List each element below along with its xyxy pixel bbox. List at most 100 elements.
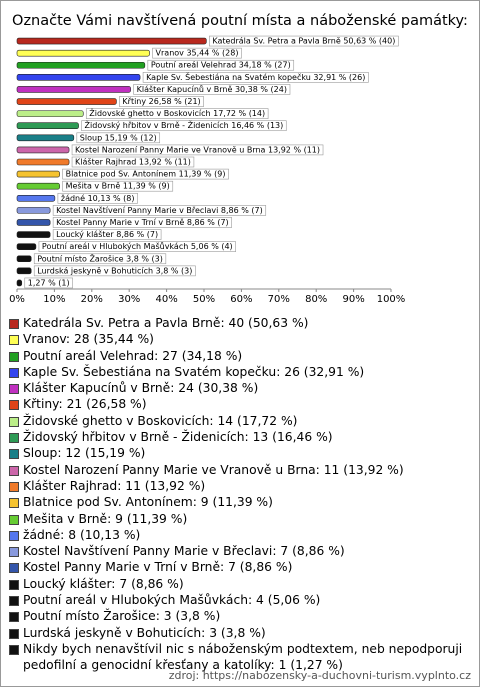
bar	[16, 158, 70, 166]
bar	[16, 219, 51, 226]
legend: Katedrála Sv. Petra a Pavla Brně: 40 (50…	[9, 315, 471, 674]
value-label-box	[24, 277, 73, 289]
value-label-box	[85, 108, 269, 119]
value-label: Katedrála Sv. Petra a Pavla Brně 50,63 %…	[212, 37, 395, 46]
value-label-box	[52, 205, 267, 216]
legend-item: Sloup: 12 (15,19 %)	[9, 445, 471, 461]
value-label-box	[152, 47, 242, 59]
value-label: Kostel Narození Panny Marie ve Vranově u…	[75, 145, 320, 154]
legend-swatch	[9, 563, 19, 574]
legend-label: Mešita v Brně: 9 (11,39 %)	[23, 511, 188, 526]
bar	[16, 243, 37, 250]
value-label-box	[209, 35, 399, 47]
legend-swatch	[9, 514, 19, 525]
value-label-box	[52, 229, 162, 240]
source: zdroj: https://nabozensky-a-duchovni-tur…	[168, 669, 471, 682]
legend-swatch	[9, 579, 19, 590]
value-label-box	[38, 241, 236, 252]
legend-item: Kaple Sv. Šebestiána na Svatém kopečku: …	[9, 364, 471, 380]
x-tick-label: 20%	[81, 294, 103, 305]
legend-label: Loucký klášter: 7 (8,86 %)	[23, 576, 184, 591]
bar	[16, 255, 32, 263]
legend-swatch	[9, 335, 19, 346]
legend-label: Klášter Kapucínů v Brně: 24 (30,38 %)	[23, 381, 259, 396]
legend-label: Židovské ghetto v Boskovicích: 14 (17,72…	[23, 413, 298, 428]
bar	[16, 86, 131, 93]
bar	[16, 267, 32, 275]
legend-swatch	[9, 400, 19, 411]
legend-label: Vranov: 28 (35,44 %)	[23, 332, 154, 347]
legend-item: Klášter Rajhrad: 11 (13,92 %)	[9, 478, 471, 494]
legend-swatch	[9, 367, 19, 378]
legend-swatch	[9, 547, 19, 558]
value-label-box	[119, 96, 204, 107]
x-tick-label: 100%	[377, 294, 406, 305]
legend-label: Kaple Sv. Šebestiána na Svatém kopečku: …	[23, 364, 365, 379]
x-tick-label: 30%	[118, 294, 140, 305]
legend-item: Kostel Navštívení Panny Marie v Břeclavi…	[9, 543, 471, 559]
bar	[16, 231, 51, 238]
bar	[16, 170, 60, 178]
value-label: Klášter Rajhrad 13,92 % (11)	[75, 157, 191, 167]
value-label-box	[142, 72, 369, 83]
legend-label: Kostel Navštívení Panny Marie v Břeclavi…	[23, 544, 345, 559]
legend-label: žádné: 8 (10,13 %)	[23, 527, 141, 542]
legend-item: Kostel Panny Marie v Trní v Brně: 7 (8,8…	[9, 559, 471, 575]
legend-item: Nikdy bych nenavštívil nic s náboženským…	[9, 641, 471, 674]
legend-label: Blatnice pod Sv. Antonínem: 9 (11,39 %)	[23, 495, 273, 510]
legend-label: Židovský hřbitov v Brně - Židenicích: 13…	[23, 430, 333, 445]
legend-label: Nikdy bych nenavštívil nic s náboženským…	[23, 641, 463, 673]
legend-item: Kostel Narození Panny Marie ve Vranově u…	[9, 462, 471, 478]
value-label: Sloup 15,19 % (12)	[80, 133, 157, 142]
value-label-box	[81, 120, 287, 132]
legend-swatch	[9, 384, 19, 395]
legend-item: Poutní místo Žarošice: 3 (3,8 %)	[9, 608, 471, 624]
value-label-box	[62, 168, 229, 180]
bar	[16, 110, 84, 117]
value-label-box	[33, 253, 167, 265]
value-label: Mešita v Brně 11,39 % (9)	[66, 181, 170, 191]
value-label: Poutní areál v Hlubokých Mašůvkách 5,06 …	[42, 241, 233, 251]
value-label: Kostel Navštívení Panny Marie v Břeclavi…	[56, 205, 263, 215]
value-label: Poutní areál Velehrad 34,18 % (27)	[151, 61, 291, 70]
value-label: Vranov 35,44 % (28)	[156, 49, 239, 58]
legend-item: Vranov: 28 (35,44 %)	[9, 331, 471, 347]
value-label: Poutní místo Žarošice 3,8 % (3)	[37, 252, 163, 263]
value-label-box	[71, 156, 195, 168]
legend-item: Poutní areál Velehrad: 27 (34,18 %)	[9, 348, 471, 364]
x-tick-label: 50%	[193, 294, 215, 305]
bar	[16, 98, 117, 105]
value-label: Klášter Kapucínů v Brně 30,38 % (24)	[137, 84, 287, 94]
legend-swatch	[9, 612, 19, 623]
legend-item: Židovské ghetto v Boskovicích: 14 (17,72…	[9, 413, 471, 429]
legend-label: Poutní místo Žarošice: 3 (3,8 %)	[23, 609, 221, 624]
bar	[16, 279, 23, 287]
value-label: Lurdská jeskyně v Bohuticích 3,8 % (3)	[37, 266, 192, 275]
legend-item: Poutní areál v Hlubokých Mašůvkách: 4 (5…	[9, 592, 471, 608]
legend-item: Židovský hřbitov v Brně - Židenicích: 13…	[9, 429, 471, 445]
value-label: Křtiny 26,58 % (21)	[122, 97, 200, 106]
legend-swatch	[9, 530, 19, 541]
legend-label: Kostel Narození Panny Marie ve Vranově u…	[23, 462, 404, 477]
legend-item: Křtiny: 21 (26,58 %)	[9, 396, 471, 412]
bar	[16, 194, 56, 202]
value-label: Kostel Panny Marie v Trní v Brně 8,86 % …	[56, 218, 229, 227]
value-label: Židovské ghetto v Boskovicích 17,72 % (1…	[89, 107, 265, 118]
x-tick-label: 0%	[9, 294, 25, 305]
legend-label: Sloup: 12 (15,19 %)	[23, 446, 146, 461]
x-tick-label: 60%	[230, 294, 252, 305]
legend-swatch	[9, 416, 19, 427]
legend-label: Kostel Panny Marie v Trní v Brně: 7 (8,8…	[23, 560, 293, 575]
legend-item: Blatnice pod Sv. Antonínem: 9 (11,39 %)	[9, 494, 471, 510]
legend-item: žádné: 8 (10,13 %)	[9, 527, 471, 543]
x-tick-label: 40%	[155, 294, 177, 305]
bar	[16, 182, 60, 190]
legend-label: Křtiny: 21 (26,58 %)	[23, 397, 147, 412]
legend-label: Poutní areál v Hlubokých Mašůvkách: 4 (5…	[23, 593, 321, 608]
legend-swatch	[9, 351, 19, 362]
legend-swatch	[9, 433, 19, 444]
legend-label: Klášter Rajhrad: 11 (13,92 %)	[23, 478, 206, 493]
legend-item: Mešita v Brně: 9 (11,39 %)	[9, 511, 471, 527]
legend-item: Loucký klášter: 7 (8,86 %)	[9, 576, 471, 592]
